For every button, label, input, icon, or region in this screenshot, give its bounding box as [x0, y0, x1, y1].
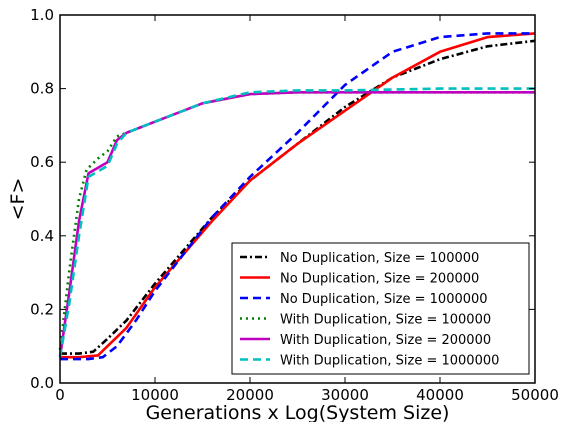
series-line-4 [58, 91, 535, 351]
x-tick-label: 50000 [511, 386, 559, 404]
legend-label: No Duplication, Size = 200000 [280, 272, 479, 287]
legend-box [231, 242, 530, 375]
legend-label: No Duplication, Size = 100000 [280, 251, 479, 266]
series-line-5 [58, 91, 535, 358]
series-lines [58, 32, 536, 361]
x-tick-label: 0 [55, 386, 65, 404]
legend-label: With Duplication, Size = 200000 [280, 333, 491, 348]
y-tick-label: 0.6 [30, 153, 54, 171]
x-tick-label: 30000 [321, 386, 369, 404]
legend-label: No Duplication, Size = 1000000 [280, 292, 488, 307]
x-tick-label: 20000 [226, 386, 274, 404]
y-tick-label: 0.2 [30, 300, 54, 318]
series-line-2 [60, 32, 536, 359]
x-tick-label: 40000 [416, 386, 464, 404]
y-tick-label: 0.0 [30, 374, 54, 392]
legend-label: With Duplication, Size = 1000000 [280, 354, 499, 369]
x-tick-label: 10000 [131, 386, 179, 404]
legend: No Duplication, Size = 100000 No Duplicat… [231, 242, 530, 375]
x-axis-title: Generations x Log(System Size) [146, 402, 450, 422]
plot-frame [59, 14, 536, 384]
axis-ticks: 0 10000 20000 30000 40000 50000 0.0 0.2 0.4 0.6 0.… [30, 6, 559, 404]
y-axis-title: <F> [7, 178, 29, 221]
y-tick-label: 0.8 [30, 80, 54, 98]
y-tick-label: 1.0 [30, 6, 54, 24]
series-line-3 [60, 32, 535, 361]
legend-label: With Duplication, Size = 100000 [280, 313, 491, 328]
y-tick-label: 0.4 [30, 227, 54, 245]
